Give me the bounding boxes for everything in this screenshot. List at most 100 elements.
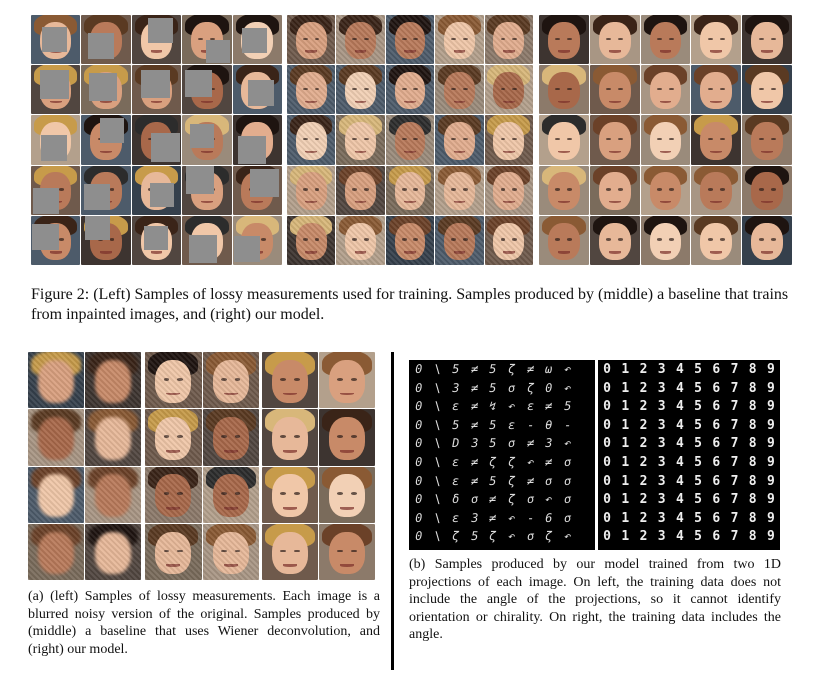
face-sample bbox=[81, 115, 131, 165]
face-sample bbox=[31, 65, 81, 115]
face-feature bbox=[350, 435, 357, 438]
face-feature bbox=[163, 377, 170, 381]
digit-sample bbox=[575, 492, 597, 511]
face-feature bbox=[668, 87, 674, 91]
digit-sample: 7 bbox=[730, 455, 739, 470]
face-hair bbox=[148, 409, 199, 433]
face-hair bbox=[88, 409, 138, 433]
digit-sample bbox=[575, 418, 597, 437]
face-sample bbox=[742, 165, 792, 215]
face-feature bbox=[49, 100, 62, 104]
face-feature bbox=[758, 138, 764, 141]
face-feature bbox=[337, 377, 344, 381]
digit-sample: 7 bbox=[730, 362, 739, 377]
digit-sample: 0 bbox=[603, 473, 611, 489]
face-feature bbox=[234, 492, 241, 496]
face-feature bbox=[363, 87, 369, 91]
face-feature bbox=[618, 238, 624, 241]
face-feature bbox=[500, 188, 506, 191]
face-skin bbox=[394, 222, 426, 261]
digit-sample: 6 bbox=[712, 436, 721, 452]
face-sample bbox=[640, 215, 691, 265]
face-feature bbox=[618, 37, 624, 41]
face-skin bbox=[329, 417, 365, 460]
face-sample bbox=[385, 165, 435, 215]
face-feature bbox=[223, 507, 238, 510]
digit-sample: 2 bbox=[639, 455, 648, 470]
face-feature bbox=[512, 238, 517, 241]
face-skin bbox=[700, 172, 733, 210]
face-sample bbox=[539, 15, 589, 65]
face-feature bbox=[500, 87, 506, 91]
face-feature bbox=[462, 188, 468, 191]
digit-sample: 8 bbox=[748, 492, 757, 508]
face-feature bbox=[314, 138, 320, 141]
digit-sample: 8 bbox=[748, 473, 757, 489]
face-feature bbox=[758, 37, 764, 41]
face-sample bbox=[131, 215, 182, 265]
face-feature bbox=[234, 549, 241, 553]
digit-sample: 6 bbox=[712, 492, 721, 508]
digit-sample: 2 bbox=[639, 510, 648, 526]
face-sample bbox=[145, 352, 202, 409]
face-feature bbox=[177, 549, 183, 553]
occlusion-mask bbox=[185, 70, 213, 98]
face-skin bbox=[345, 122, 377, 160]
digit-sample: 9 bbox=[766, 529, 775, 545]
face-feature bbox=[606, 37, 612, 41]
face-feature bbox=[293, 492, 300, 496]
face-hair bbox=[339, 15, 382, 36]
face-feature bbox=[200, 100, 213, 104]
face-sample bbox=[691, 65, 742, 115]
face-skin bbox=[295, 172, 327, 210]
digit-sample: 2 bbox=[639, 436, 648, 452]
face-feature bbox=[758, 87, 764, 91]
digit-sample: 0 bbox=[603, 362, 611, 377]
face-feature bbox=[150, 251, 163, 254]
face-hair bbox=[88, 352, 138, 376]
face-skin bbox=[649, 122, 682, 160]
face-skin bbox=[649, 21, 682, 60]
face-skin bbox=[329, 531, 365, 575]
face-feature bbox=[668, 238, 674, 241]
face-sample bbox=[484, 215, 533, 265]
face-feature bbox=[668, 138, 674, 141]
face-sample bbox=[385, 115, 435, 165]
occlusion-mask bbox=[87, 33, 114, 59]
digit-sample: 7 bbox=[730, 510, 739, 526]
face-skin bbox=[95, 417, 131, 460]
face-feature bbox=[223, 392, 238, 396]
face-hair bbox=[438, 215, 481, 237]
digit-sample bbox=[575, 529, 597, 548]
face-feature bbox=[109, 188, 115, 191]
face-feature bbox=[500, 138, 506, 141]
digit-sample: 0 bbox=[603, 455, 611, 470]
face-skin bbox=[345, 172, 377, 210]
face-feature bbox=[657, 238, 662, 241]
face-feature bbox=[555, 138, 561, 141]
face-feature bbox=[210, 87, 216, 91]
face-feature bbox=[453, 100, 466, 104]
face-skin bbox=[700, 21, 733, 60]
face-feature bbox=[363, 188, 369, 191]
digit-sample: 5 bbox=[694, 399, 702, 415]
face-skin bbox=[345, 72, 377, 110]
face-feature bbox=[608, 50, 621, 53]
digit-sample: 6 bbox=[712, 510, 721, 526]
face-skin bbox=[295, 222, 327, 261]
face-feature bbox=[502, 50, 515, 53]
face-feature bbox=[177, 377, 183, 381]
face-feature bbox=[223, 564, 238, 568]
face-sample bbox=[131, 165, 182, 215]
face-sample bbox=[202, 409, 259, 466]
digit-sample: 8 bbox=[748, 455, 757, 470]
face-skin bbox=[443, 172, 475, 210]
face-feature bbox=[761, 251, 774, 254]
face-skin bbox=[751, 21, 783, 60]
face-hair bbox=[438, 65, 481, 86]
face-sample bbox=[202, 523, 259, 580]
digit-sample: 6 bbox=[712, 473, 721, 489]
face-feature bbox=[401, 138, 407, 141]
face-skin bbox=[155, 531, 192, 575]
face-feature bbox=[314, 238, 320, 241]
